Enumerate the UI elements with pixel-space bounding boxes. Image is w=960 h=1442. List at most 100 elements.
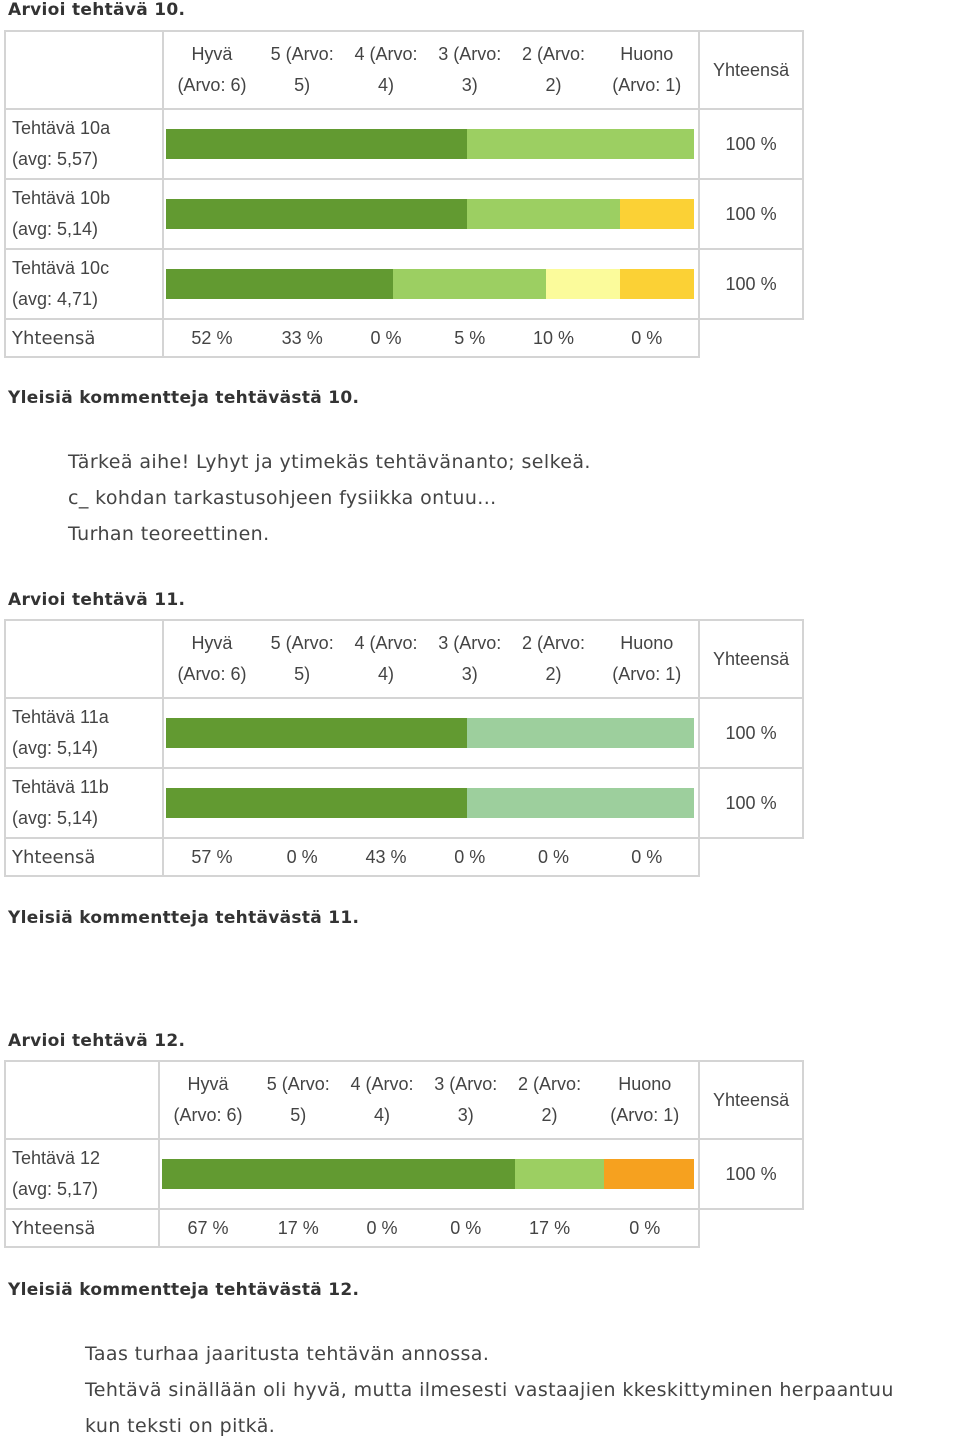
empty-cell [699,1208,803,1247]
row-label-10a: Tehtävä 10a (avg: 5,57) [4,108,164,180]
row-total-11b: 100 % [698,767,804,839]
sum-value: 0 % [423,1208,508,1248]
column-header-hyva: Hyvä (Arvo: 6) [157,1060,257,1140]
column-header-2: 2 (Arvo: 2) [511,30,596,110]
distribution-bar-10c [161,248,701,320]
column-header-5: 5 (Arvo: 5) [260,619,345,699]
bar-segment-hyva [165,788,467,818]
row-label-10b: Tehtävä 10b (avg: 5,14) [4,178,164,250]
column-header-total: Yhteensä [698,30,804,110]
section-title-12: Arvioi tehtävä 12. [8,1031,186,1051]
sum-row-label: Yhteensä [4,837,164,877]
bar-segment-4 [466,788,695,818]
bar-segment-hyva [161,1159,515,1189]
bar-segment-hyva [165,269,393,299]
column-header-5: 5 (Arvo: 5) [256,1060,341,1140]
sum-value: 10 % [511,318,596,358]
sum-value: 0 % [595,837,701,877]
sum-value: 5 % [427,318,512,358]
bar-segment-2 [604,1159,695,1189]
column-header-total: Yhteensä [698,619,804,699]
empty-cell [699,318,803,357]
bar-segment-3 [620,199,695,229]
table-row: Tehtävä 10b (avg: 5,14) 100 % [4,178,804,250]
section-title-10: Arvioi tehtävä 10. [8,0,186,20]
row-total-10c: 100 % [698,248,804,320]
distribution-bar-10a [161,108,701,180]
column-header-5: 5 (Arvo: 5) [260,30,345,110]
sum-value: 0 % [511,837,596,877]
comment-line: Turhan teoreettinen. [68,523,270,545]
row-total-11a: 100 % [698,697,804,769]
sum-value: 52 % [161,318,261,358]
sum-value: 0 % [260,837,345,877]
sum-value: 0 % [340,1208,424,1248]
sum-row-label: Yhteensä [4,1208,160,1248]
column-header-total: Yhteensä [698,1060,804,1140]
sum-row: Yhteensä 57 % 0 % 43 % 0 % 0 % 0 % [4,837,803,877]
row-total-10a: 100 % [698,108,804,180]
bar-segment-5 [466,199,621,229]
table-row: Tehtävä 10a (avg: 5,57) 100 % [4,108,804,180]
corner-cell [4,619,163,699]
bar-segment-4 [546,269,621,299]
bar-segment-5 [514,1159,605,1189]
empty-cell [699,837,803,876]
corner-cell [4,30,163,110]
distribution-bar-11a [161,697,701,769]
column-header-3: 3 (Arvo: 3) [423,1060,508,1140]
distribution-bar-11b [161,767,701,839]
sum-row-label: Yhteensä [4,318,164,358]
rating-table-12: Hyvä (Arvo: 6) 5 (Arvo: 5) 4 (Arvo: 4) 3 (A… [4,1060,804,1248]
comment-line: Tärkeä aihe! Lyhyt ja ytimekäs tehtäväna… [68,451,591,473]
table-row: Tehtävä 11a (avg: 5,14) 100 % [4,697,804,769]
corner-cell [4,1060,159,1140]
section-title-11: Arvioi tehtävä 11. [8,590,186,610]
column-header-4: 4 (Arvo: 4) [340,1060,424,1140]
sum-value: 0 % [344,318,428,358]
table-row: Tehtävä 10c (avg: 4,71) 100 % [4,248,804,320]
bar-segment-5 [392,269,547,299]
comments-title-11: Yleisiä kommentteja tehtävästä 11. [8,908,360,928]
bar-segment-hyva [165,129,467,159]
comment-line: c_ kohdan tarkastusohjeen fysiikka ontuu… [68,487,497,509]
rating-table-10: Hyvä (Arvo: 6) 5 (Arvo: 5) 4 (Arvo: 4) 3 (A… [4,30,804,358]
comment-line: Tehtävä sinällään oli hyvä, mutta ilmese… [85,1379,894,1401]
row-label-10c: Tehtävä 10c (avg: 4,71) [4,248,164,320]
table-row: Tehtävä 12 (avg: 5,17) 100 % [4,1138,804,1210]
sum-value: 17 % [256,1208,341,1248]
comment-line: Taas turhaa jaaritusta tehtävän annossa. [85,1343,490,1365]
column-header-huono: Huono (Arvo: 1) [595,619,701,699]
column-header-4: 4 (Arvo: 4) [344,30,428,110]
column-header-huono: Huono (Arvo: 1) [595,30,701,110]
sum-value: 0 % [427,837,512,877]
column-header-2: 2 (Arvo: 2) [507,1060,592,1140]
comment-line: kun teksti on pitkä. [85,1415,276,1437]
column-header-4: 4 (Arvo: 4) [344,619,428,699]
column-header-huono: Huono (Arvo: 1) [591,1060,701,1140]
row-total-10b: 100 % [698,178,804,250]
sum-value: 17 % [507,1208,592,1248]
sum-row: Yhteensä 67 % 17 % 0 % 0 % 17 % 0 % [4,1208,803,1248]
comments-title-10: Yleisiä kommentteja tehtävästä 10. [8,388,360,408]
comments-title-12: Yleisiä kommentteja tehtävästä 12. [8,1280,360,1300]
column-header-3: 3 (Arvo: 3) [427,619,512,699]
sum-value: 0 % [595,318,701,358]
distribution-bar-12 [157,1138,701,1210]
column-header-hyva: Hyvä (Arvo: 6) [161,30,261,110]
row-label-12: Tehtävä 12 (avg: 5,17) [4,1138,160,1210]
bar-segment-5 [466,129,695,159]
sum-value: 67 % [157,1208,257,1248]
row-label-11b: Tehtävä 11b (avg: 5,14) [4,767,164,839]
table-row: Tehtävä 11b (avg: 5,14) 100 % [4,767,804,839]
rating-table-11: Hyvä (Arvo: 6) 5 (Arvo: 5) 4 (Arvo: 4) 3 (A… [4,619,804,877]
row-label-11a: Tehtävä 11a (avg: 5,14) [4,697,164,769]
distribution-bar-10b [161,178,701,250]
bar-segment-3 [620,269,695,299]
bar-segment-hyva [165,199,467,229]
sum-value: 0 % [591,1208,701,1248]
sum-value: 33 % [260,318,345,358]
column-header-2: 2 (Arvo: 2) [511,619,596,699]
sum-value: 57 % [161,837,261,877]
bar-segment-4 [466,718,695,748]
